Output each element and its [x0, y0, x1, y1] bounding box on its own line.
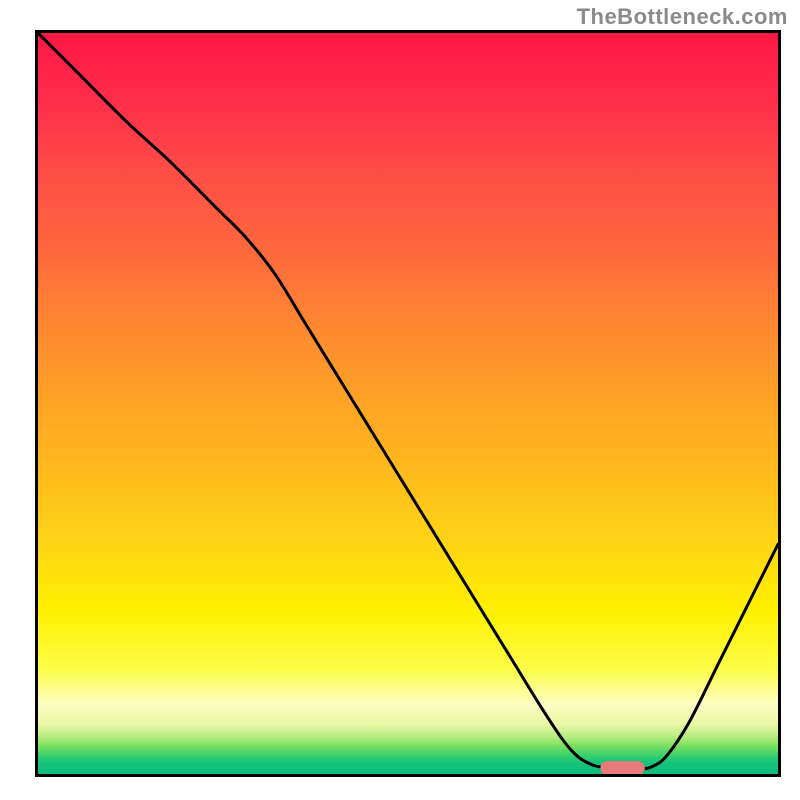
plot-svg [0, 0, 800, 800]
minimum-marker [600, 761, 644, 775]
chart-container: { "watermark": { "text": "TheBottleneck.… [0, 0, 800, 800]
